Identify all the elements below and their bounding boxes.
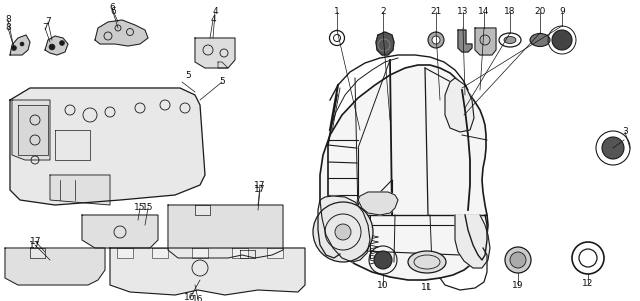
Polygon shape <box>110 248 305 295</box>
Polygon shape <box>10 35 30 55</box>
Ellipse shape <box>504 36 516 44</box>
Polygon shape <box>18 105 48 155</box>
Polygon shape <box>168 205 283 258</box>
Text: 10: 10 <box>377 281 388 290</box>
Text: 7: 7 <box>45 17 51 26</box>
Text: 19: 19 <box>512 281 524 290</box>
Text: 6: 6 <box>109 4 115 13</box>
Text: 12: 12 <box>582 278 594 287</box>
Polygon shape <box>5 248 105 285</box>
Circle shape <box>432 36 440 44</box>
Text: 4: 4 <box>212 8 218 17</box>
Polygon shape <box>240 250 255 258</box>
Text: 7: 7 <box>42 23 48 33</box>
Circle shape <box>49 44 55 50</box>
Circle shape <box>602 137 624 159</box>
Text: 16: 16 <box>192 294 204 301</box>
Ellipse shape <box>530 33 550 46</box>
Polygon shape <box>376 32 394 55</box>
Polygon shape <box>82 215 158 248</box>
Text: 5: 5 <box>219 77 225 86</box>
Text: 20: 20 <box>534 8 546 17</box>
Text: 14: 14 <box>478 8 490 17</box>
Circle shape <box>335 224 351 240</box>
Text: 8: 8 <box>5 23 11 33</box>
Circle shape <box>552 30 572 50</box>
Text: 1: 1 <box>334 8 340 17</box>
Polygon shape <box>117 248 133 258</box>
Polygon shape <box>458 30 472 52</box>
Circle shape <box>505 247 531 273</box>
Polygon shape <box>445 78 474 132</box>
Polygon shape <box>320 65 488 280</box>
Circle shape <box>60 41 65 45</box>
Text: 9: 9 <box>559 8 565 17</box>
Text: 5: 5 <box>185 70 191 79</box>
Polygon shape <box>358 192 398 215</box>
Text: 3: 3 <box>622 128 628 136</box>
Text: 21: 21 <box>430 8 442 17</box>
Polygon shape <box>455 215 490 268</box>
Text: 4: 4 <box>210 15 216 24</box>
Text: 6: 6 <box>110 8 116 17</box>
Polygon shape <box>95 20 148 46</box>
Polygon shape <box>50 175 110 205</box>
Text: 17: 17 <box>254 185 266 194</box>
Text: 2: 2 <box>380 8 386 17</box>
Text: 18: 18 <box>504 8 516 17</box>
Polygon shape <box>12 100 50 160</box>
Text: 8: 8 <box>5 15 11 24</box>
Text: 16: 16 <box>184 293 196 301</box>
Polygon shape <box>320 196 370 262</box>
Circle shape <box>428 32 444 48</box>
Polygon shape <box>192 248 208 258</box>
Polygon shape <box>45 36 68 55</box>
Polygon shape <box>152 248 168 258</box>
Circle shape <box>313 202 373 262</box>
Polygon shape <box>195 205 210 215</box>
Text: 17: 17 <box>254 181 266 190</box>
Text: 13: 13 <box>457 8 468 17</box>
Circle shape <box>12 45 17 51</box>
Text: 17: 17 <box>30 237 42 247</box>
Polygon shape <box>30 248 45 258</box>
Circle shape <box>374 251 392 269</box>
Ellipse shape <box>408 251 446 273</box>
Polygon shape <box>195 38 235 68</box>
Polygon shape <box>218 62 228 68</box>
Polygon shape <box>232 248 248 258</box>
Text: 15: 15 <box>134 203 146 213</box>
Circle shape <box>510 252 526 268</box>
Polygon shape <box>267 248 283 258</box>
Circle shape <box>20 42 24 46</box>
Text: 11: 11 <box>421 284 433 293</box>
Polygon shape <box>10 88 205 205</box>
Text: 15: 15 <box>142 203 154 213</box>
Text: 17: 17 <box>29 240 41 250</box>
Polygon shape <box>475 28 496 55</box>
